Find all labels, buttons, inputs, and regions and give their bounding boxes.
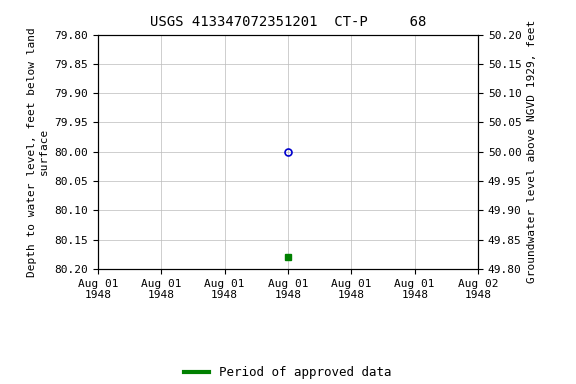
Y-axis label: Depth to water level, feet below land
surface: Depth to water level, feet below land su… bbox=[27, 27, 49, 276]
Legend: Period of approved data: Period of approved data bbox=[179, 361, 397, 384]
Title: USGS 413347072351201  CT-P     68: USGS 413347072351201 CT-P 68 bbox=[150, 15, 426, 29]
Y-axis label: Groundwater level above NGVD 1929, feet: Groundwater level above NGVD 1929, feet bbox=[527, 20, 537, 283]
